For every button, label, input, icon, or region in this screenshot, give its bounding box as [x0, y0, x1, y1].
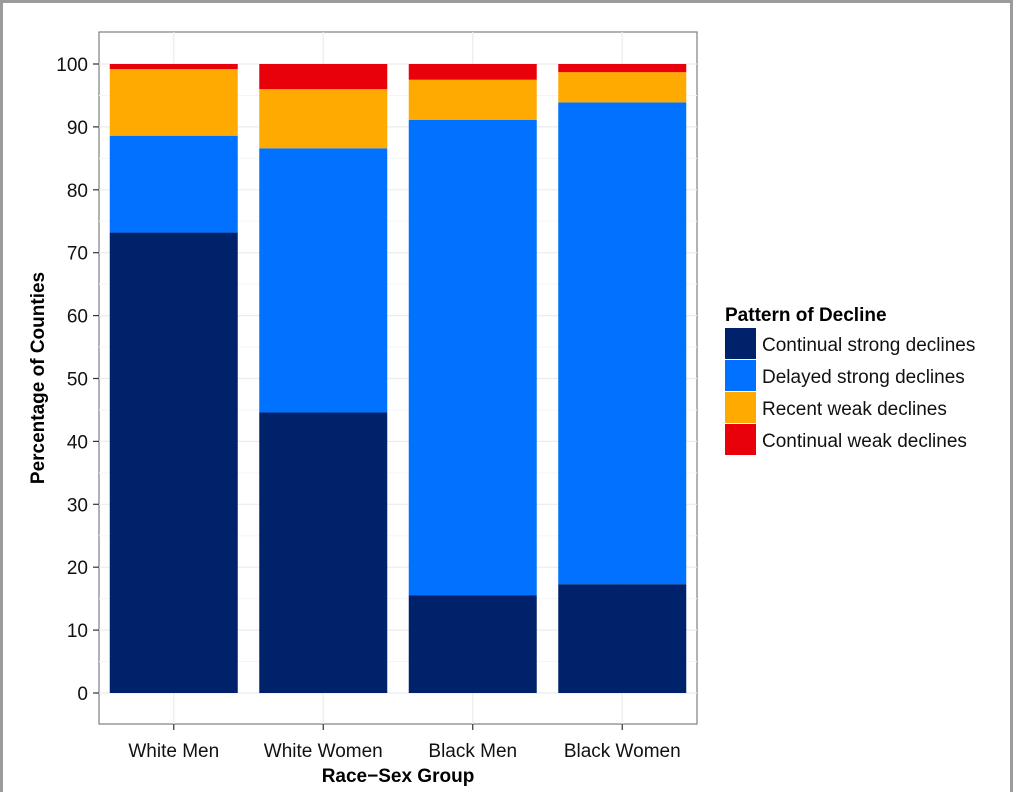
legend-label: Continual weak declines — [762, 431, 967, 452]
x-axis-title: Race−Sex Group — [322, 766, 475, 787]
y-tick-label: 80 — [67, 181, 88, 202]
bar-segment — [109, 64, 238, 70]
legend: Pattern of Decline Continual strong decl… — [725, 305, 975, 455]
axes: White Men White Women Black Men Black Women… — [56, 55, 680, 762]
legend-label: Delayed strong declines — [762, 367, 965, 388]
bar-segment — [408, 119, 537, 596]
bar-segment — [558, 72, 687, 103]
y-axis-title: Percentage of Counties — [28, 272, 49, 484]
bar-segment — [558, 584, 687, 693]
x-tick-label: Black Men — [428, 741, 517, 762]
bar-segment — [259, 148, 388, 413]
bar-segment — [408, 64, 537, 80]
x-tick-label: Black Women — [564, 741, 681, 762]
y-tick-label: 40 — [67, 432, 88, 453]
legend-label: Continual strong declines — [762, 335, 975, 356]
y-tick-label: 90 — [67, 118, 88, 139]
bar-segment — [259, 64, 388, 90]
stacked-bar-chart: White Men White Women Black Men Black Women… — [28, 31, 975, 787]
y-tick-label: 30 — [67, 495, 88, 516]
x-tick-label: White Women — [264, 741, 383, 762]
bar-segment — [259, 89, 388, 149]
legend-key — [725, 392, 756, 423]
bar-segment — [109, 232, 238, 693]
y-tick-label: 70 — [67, 244, 88, 265]
bar-segment — [109, 69, 238, 136]
legend-key — [725, 424, 756, 455]
y-tick-label: 60 — [67, 307, 88, 328]
bar-segment — [259, 412, 388, 693]
legend-key — [725, 328, 756, 359]
y-tick-label: 100 — [56, 55, 88, 76]
x-tick-label: White Men — [128, 741, 219, 762]
bar-segment — [408, 79, 537, 120]
legend-label: Recent weak declines — [762, 399, 947, 420]
y-tick-label: 50 — [67, 370, 88, 391]
legend-title: Pattern of Decline — [725, 305, 887, 326]
bar-segment — [558, 64, 687, 73]
bar-segment — [558, 102, 687, 585]
bar-segment — [408, 595, 537, 693]
y-tick-label: 20 — [67, 558, 88, 579]
y-tick-label: 0 — [77, 684, 88, 705]
bar-segment — [109, 135, 238, 233]
bars — [109, 64, 687, 693]
y-tick-label: 10 — [67, 621, 88, 642]
legend-key — [725, 360, 756, 391]
